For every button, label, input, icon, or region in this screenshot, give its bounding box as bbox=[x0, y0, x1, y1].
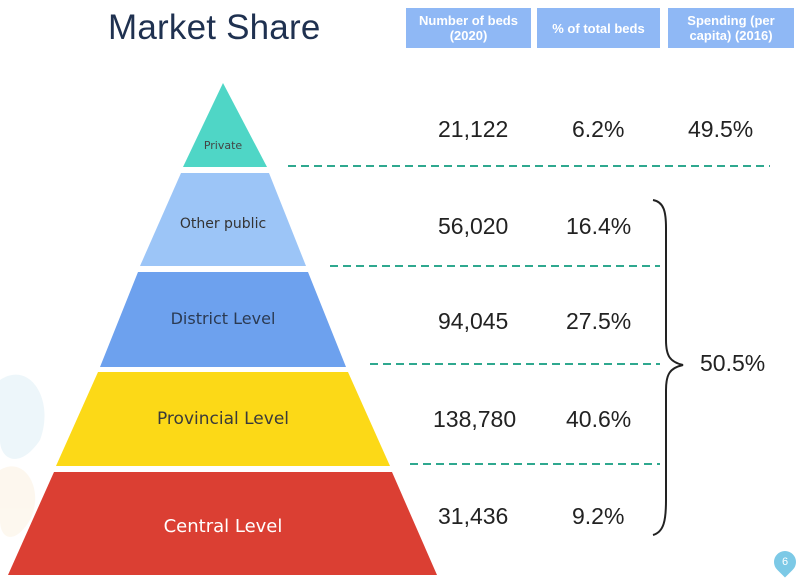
header-spending-per-capita: Spending (per capita) (2016) bbox=[668, 8, 794, 48]
tier-private-shape bbox=[183, 83, 267, 167]
tier-central-level-shape bbox=[8, 472, 437, 575]
header-number-of-beds: Number of beds (2020) bbox=[406, 8, 531, 48]
beds-provincial-level: 138,780 bbox=[433, 406, 517, 432]
pct-private: 6.2% bbox=[572, 116, 625, 142]
beds-private: 21,122 bbox=[438, 116, 509, 142]
beds-district-level: 94,045 bbox=[438, 308, 509, 334]
spending-private: 49.5% bbox=[688, 116, 754, 142]
tier-label-central-level: Central Level bbox=[164, 516, 283, 537]
beds-other-public: 56,020 bbox=[438, 213, 509, 239]
tier-label-district-level: District Level bbox=[171, 309, 276, 328]
tier-label-provincial-level: Provincial Level bbox=[157, 409, 289, 429]
pct-other-public: 16.4% bbox=[566, 213, 632, 239]
pct-central-level: 9.2% bbox=[572, 503, 625, 529]
tier-label-private: Private bbox=[204, 139, 243, 152]
tier-other-public-shape bbox=[140, 173, 306, 266]
header-percent-total-beds: % of total beds bbox=[537, 8, 660, 48]
spending-public-total: 50.5% bbox=[700, 350, 766, 376]
tier-label-other-public: Other public bbox=[180, 216, 266, 232]
background-leaf-decoration bbox=[0, 374, 45, 537]
page-number: 6 bbox=[781, 556, 789, 568]
pct-provincial-level: 40.6% bbox=[566, 406, 632, 432]
tier-district-level-shape bbox=[100, 272, 346, 367]
tier-provincial-level-shape bbox=[56, 372, 390, 466]
page-title: Market Share bbox=[108, 8, 321, 47]
public-spending-bracket bbox=[652, 199, 684, 536]
beds-central-level: 31,436 bbox=[438, 503, 509, 529]
pct-district-level: 27.5% bbox=[566, 308, 632, 334]
